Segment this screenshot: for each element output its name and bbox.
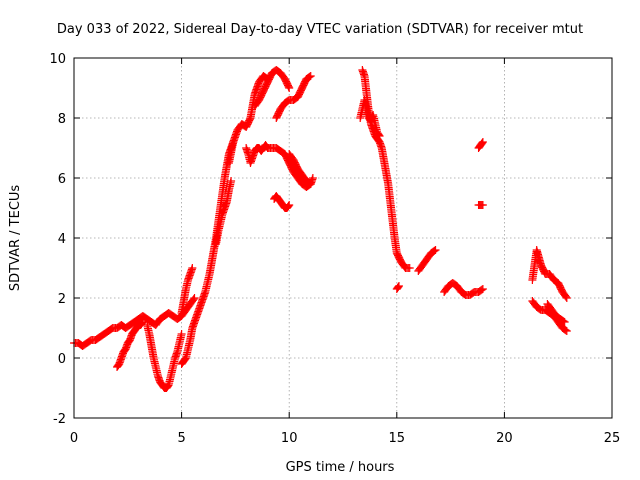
series-track-18 (440, 279, 487, 299)
axes: 0 5 10 15 20 25 -2 0 2 4 6 8 10 (49, 52, 620, 446)
data-point (478, 201, 487, 209)
series-track-16 (392, 282, 403, 293)
data-point (120, 347, 129, 355)
y-tick-label: -2 (53, 412, 66, 427)
x-axis-label: GPS time / hours (286, 460, 395, 475)
data-point (561, 292, 570, 301)
y-tick-label: 8 (58, 112, 66, 127)
data-point (308, 174, 317, 182)
data-point (375, 132, 384, 140)
data-point (305, 179, 314, 188)
data-point (468, 289, 477, 298)
series-track-14 (358, 66, 414, 272)
data-point (177, 330, 186, 338)
data-point (559, 317, 568, 326)
data-point (562, 327, 571, 335)
data-point (113, 362, 122, 370)
data-point (540, 268, 549, 277)
series-track-15 (356, 96, 384, 140)
series-track-20 (474, 201, 487, 209)
series-track-3 (113, 318, 147, 371)
data-point (163, 383, 172, 391)
data-point (285, 201, 294, 209)
y-axis-label: SDTVAR / TECUs (8, 185, 23, 292)
data-point (284, 82, 293, 91)
data-point (285, 84, 294, 92)
series-track-4 (177, 138, 238, 368)
data-point (306, 72, 315, 80)
chart-title: Day 033 of 2022, Sidereal Day-to-day VTE… (57, 22, 583, 37)
series-track-6 (212, 177, 236, 248)
data-point (562, 294, 571, 302)
data-point (374, 131, 383, 139)
data-point (189, 295, 198, 304)
data-point (188, 264, 197, 272)
series-track-23 (543, 300, 569, 326)
data-point (137, 320, 146, 328)
data-point (478, 139, 487, 147)
data-point (283, 203, 292, 211)
data-point (393, 284, 402, 292)
data-point (561, 326, 570, 335)
series-track-19 (474, 138, 487, 152)
x-tick-label: 0 (70, 431, 78, 446)
data-points (70, 66, 571, 392)
data-point (284, 202, 293, 210)
data-point (477, 140, 486, 148)
series-track-11 (263, 144, 317, 191)
data-point (477, 285, 486, 294)
data-point (306, 180, 315, 188)
data-point (478, 138, 487, 146)
data-point (394, 282, 403, 290)
data-point (431, 246, 440, 254)
data-point (560, 318, 569, 326)
series-track-17 (414, 246, 440, 275)
data-point (190, 294, 199, 302)
series-track-12 (285, 150, 315, 188)
y-tick-label: 10 (49, 52, 66, 67)
series-track-9 (250, 66, 294, 110)
data-point (394, 283, 403, 291)
data-point (374, 130, 383, 138)
data-point (138, 318, 147, 326)
data-point (305, 72, 314, 81)
x-tick-label: 15 (389, 431, 406, 446)
y-tick-label: 0 (58, 352, 66, 367)
series-track-13 (270, 192, 294, 212)
series-track-5 (177, 264, 197, 317)
data-point (180, 356, 189, 364)
series-track-2 (143, 321, 186, 392)
data-point (405, 264, 414, 272)
data-point (124, 338, 133, 346)
y-tick-label: 4 (58, 232, 66, 247)
x-tick-label: 20 (496, 431, 513, 446)
x-tick-label: 25 (604, 431, 621, 446)
series-track-8 (242, 141, 272, 167)
grid (74, 58, 612, 418)
data-point (227, 177, 236, 185)
x-tick-label: 10 (281, 431, 298, 446)
series-track-10 (272, 72, 315, 122)
series-track-21 (528, 246, 571, 302)
data-point (430, 246, 439, 255)
y-tick-label: 2 (58, 292, 66, 307)
x-tick-label: 5 (177, 431, 185, 446)
data-point (478, 285, 487, 293)
y-tick-label: 6 (58, 172, 66, 187)
data-point (476, 286, 485, 295)
data-point (138, 319, 147, 327)
